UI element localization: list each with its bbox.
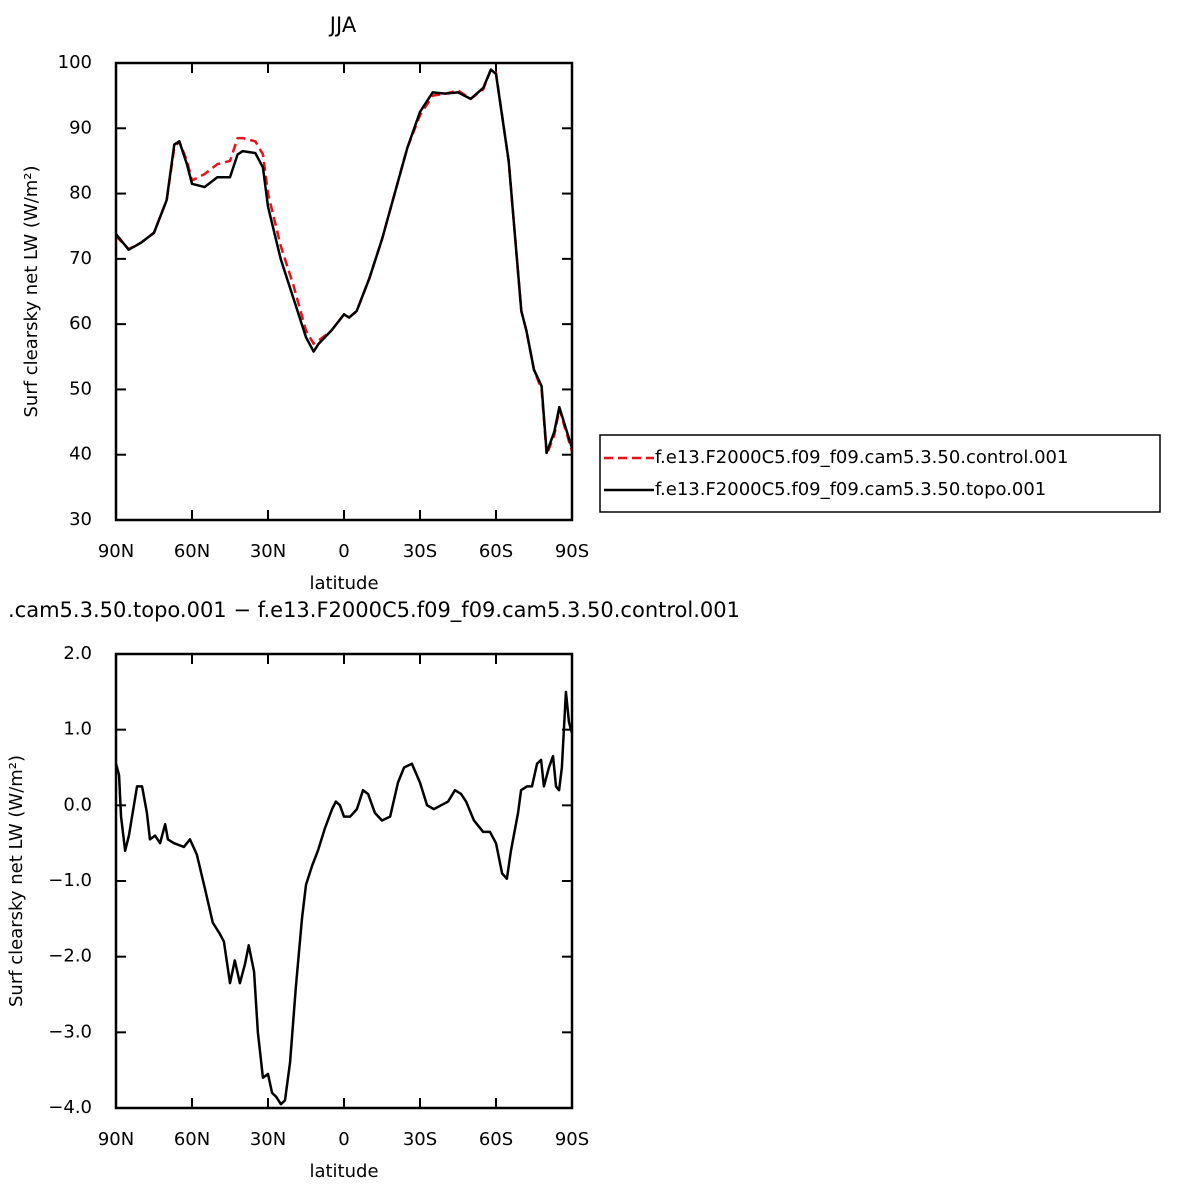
x-tick-label: 60N: [174, 1129, 210, 1150]
y-tick-label: −3.0: [48, 1021, 92, 1042]
x-tick-label: 30S: [403, 541, 437, 562]
chart-title: .cam5.3.50.topo.001 − f.e13.F2000C5.f09_…: [8, 598, 740, 623]
y-axis-label: Surf clearsky net LW (W/m²): [6, 755, 27, 1007]
x-tick-label: 90S: [555, 1129, 589, 1150]
y-tick-label: 30: [69, 509, 92, 530]
y-tick-label: −1.0: [48, 870, 92, 891]
y-tick-label: 1.0: [63, 719, 92, 740]
plot-frame: [114, 652, 574, 1110]
y-tick-label: 0.0: [63, 794, 92, 815]
y-tick-label: −2.0: [48, 946, 92, 967]
legend-label: f.e13.F2000C5.f09_f09.cam5.3.50.control.…: [655, 447, 1068, 468]
x-tick-label: 30N: [250, 1129, 286, 1150]
x-axis-label: latitude: [309, 1161, 378, 1182]
chart-title: JJA: [328, 13, 357, 37]
data-line: [115, 68, 574, 455]
y-tick-label: 2.0: [63, 643, 92, 664]
legend-box: [599, 434, 1161, 513]
x-tick-label: 30N: [250, 541, 286, 562]
y-tick-label: 80: [69, 183, 92, 204]
y-tick-label: 50: [69, 378, 92, 399]
y-axis-label: Surf clearsky net LW (W/m²): [21, 165, 42, 417]
y-tick-label: −4.0: [48, 1097, 92, 1118]
y-tick-label: 60: [69, 313, 92, 334]
x-tick-label: 0: [338, 541, 349, 562]
x-tick-label: 90N: [98, 1129, 134, 1150]
x-tick-label: 60S: [479, 541, 513, 562]
x-tick-label: 0: [338, 1129, 349, 1150]
y-tick-label: 100: [58, 52, 92, 73]
x-tick-label: 90N: [98, 541, 134, 562]
y-tick-label: 70: [69, 248, 92, 269]
x-tick-label: 30S: [403, 1129, 437, 1150]
x-tick-label: 90S: [555, 541, 589, 562]
data-line: [114, 690, 574, 1106]
y-tick-label: 90: [69, 117, 92, 138]
x-tick-label: 60S: [479, 1129, 513, 1150]
x-tick-label: 60N: [174, 541, 210, 562]
x-axis-label: latitude: [309, 573, 378, 594]
plot-frame: [114, 61, 574, 522]
y-tick-label: 40: [69, 444, 92, 465]
legend-label: f.e13.F2000C5.f09_f09.cam5.3.50.topo.001: [655, 479, 1046, 500]
